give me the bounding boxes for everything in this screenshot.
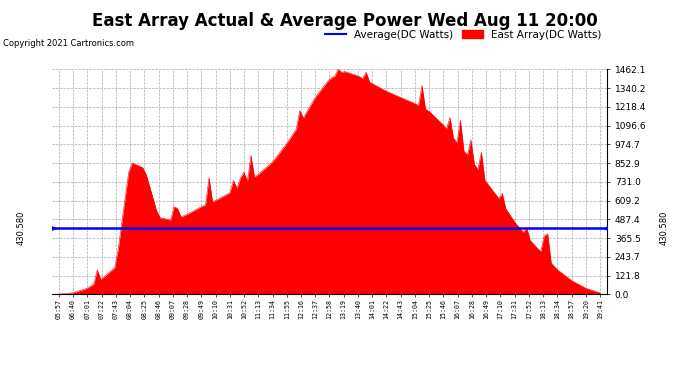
Legend: Average(DC Watts), East Array(DC Watts): Average(DC Watts), East Array(DC Watts): [321, 26, 605, 44]
Text: Copyright 2021 Cartronics.com: Copyright 2021 Cartronics.com: [3, 39, 135, 48]
Text: 430.580: 430.580: [660, 211, 669, 245]
Text: East Array Actual & Average Power Wed Aug 11 20:00: East Array Actual & Average Power Wed Au…: [92, 12, 598, 30]
Text: 430.580: 430.580: [16, 211, 26, 245]
